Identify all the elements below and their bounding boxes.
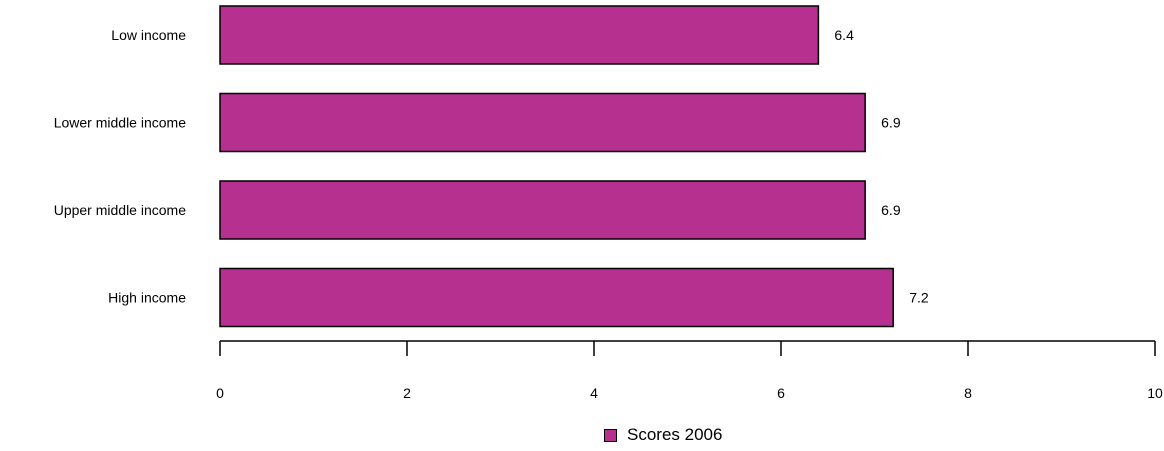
category-label: Lower middle income [54, 115, 186, 131]
data-label: 7.2 [909, 290, 929, 306]
x-tick-label: 10 [1147, 385, 1163, 401]
bar-upper-middle-income [219, 180, 866, 240]
bar-lower-middle-income [219, 92, 866, 153]
x-tick-label: 2 [403, 385, 411, 401]
bar-low-income [219, 5, 820, 65]
category-label: High income [108, 290, 186, 306]
data-label: 6.9 [881, 115, 901, 131]
x-tick-label: 8 [964, 385, 972, 401]
x-tick-label: 6 [777, 385, 785, 401]
labels-layer: Low income 6.4 Lower middle income 6.9 Upper… [54, 27, 929, 306]
x-axis: 0 2 4 6 8 10 [216, 340, 1163, 401]
x-tick-label: 4 [590, 385, 598, 401]
data-label: 6.4 [834, 27, 854, 43]
category-label: Low income [111, 27, 186, 43]
legend-swatch [604, 428, 617, 442]
legend-label: Scores 2006 [627, 425, 723, 444]
data-label: 6.9 [881, 202, 901, 218]
legend: Scores 2006 [604, 424, 722, 446]
bars-layer [219, 5, 894, 328]
bar-high-income [219, 267, 894, 328]
category-label: Upper middle income [54, 202, 186, 218]
x-tick-label: 0 [216, 385, 224, 401]
